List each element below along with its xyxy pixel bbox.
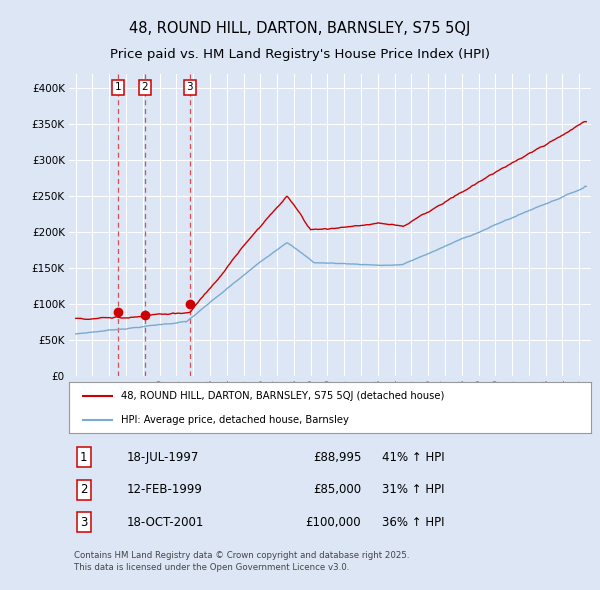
Text: £100,000: £100,000 xyxy=(305,516,361,529)
Text: 41% ↑ HPI: 41% ↑ HPI xyxy=(382,451,445,464)
Text: 12-FEB-1999: 12-FEB-1999 xyxy=(127,483,202,496)
Text: 18-OCT-2001: 18-OCT-2001 xyxy=(127,516,204,529)
Text: 1: 1 xyxy=(115,83,122,93)
Text: 36% ↑ HPI: 36% ↑ HPI xyxy=(382,516,445,529)
Text: 1: 1 xyxy=(80,451,88,464)
Text: 3: 3 xyxy=(187,83,193,93)
Text: 48, ROUND HILL, DARTON, BARNSLEY, S75 5QJ: 48, ROUND HILL, DARTON, BARNSLEY, S75 5Q… xyxy=(130,21,470,35)
Text: £85,000: £85,000 xyxy=(313,483,361,496)
Text: 2: 2 xyxy=(80,483,88,496)
Text: 31% ↑ HPI: 31% ↑ HPI xyxy=(382,483,445,496)
Text: 48, ROUND HILL, DARTON, BARNSLEY, S75 5QJ (detached house): 48, ROUND HILL, DARTON, BARNSLEY, S75 5Q… xyxy=(121,391,445,401)
Text: 18-JUL-1997: 18-JUL-1997 xyxy=(127,451,199,464)
Text: 2: 2 xyxy=(142,83,148,93)
Text: HPI: Average price, detached house, Barnsley: HPI: Average price, detached house, Barn… xyxy=(121,415,349,425)
Text: 3: 3 xyxy=(80,516,88,529)
Text: Contains HM Land Registry data © Crown copyright and database right 2025.
This d: Contains HM Land Registry data © Crown c… xyxy=(74,551,410,572)
Text: £88,995: £88,995 xyxy=(313,451,361,464)
Text: Price paid vs. HM Land Registry's House Price Index (HPI): Price paid vs. HM Land Registry's House … xyxy=(110,48,490,61)
